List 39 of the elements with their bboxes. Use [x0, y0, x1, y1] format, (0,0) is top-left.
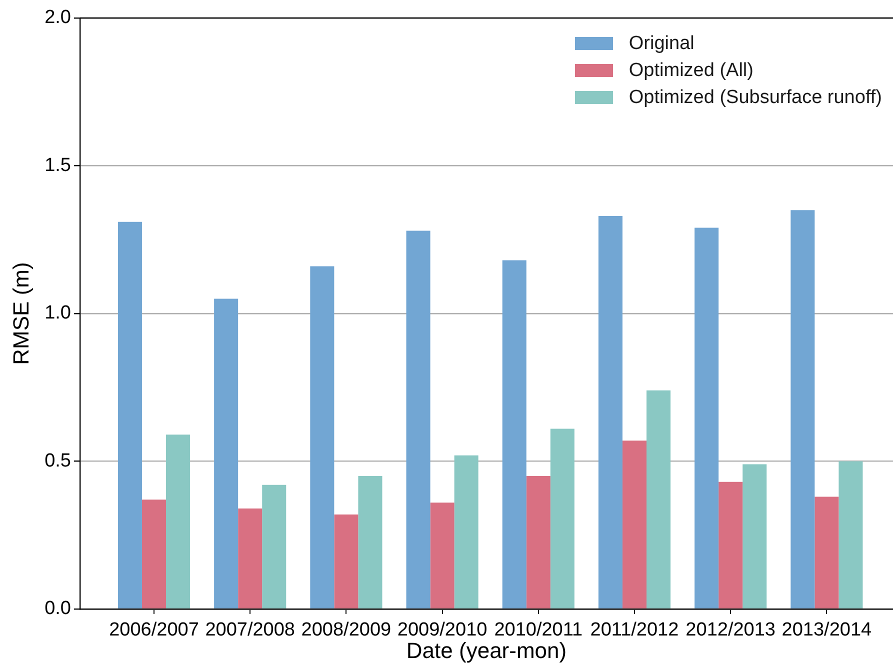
x-tick-label: 2011/2012 [590, 620, 679, 641]
bar [694, 228, 719, 608]
x-tick-label: 2006/2007 [109, 620, 199, 641]
x-tick-label: 2013/2014 [782, 620, 872, 641]
y-tick-label: 0.0 [44, 598, 71, 620]
y-tick-label: 0.5 [44, 450, 71, 472]
bar [454, 455, 478, 608]
legend-label: Optimized (Subsurface runoff) [628, 86, 882, 108]
x-tick-label: 2012/2013 [686, 620, 776, 641]
y-axis-title: RMSE (m) [8, 262, 34, 365]
bar [310, 266, 334, 608]
x-tick-label: 2008/2009 [301, 620, 392, 641]
bar [646, 390, 671, 608]
bar [430, 502, 454, 608]
bar [262, 484, 286, 608]
y-tick-label: 2.0 [44, 7, 71, 28]
bar [118, 222, 142, 608]
bar [166, 434, 190, 608]
bar [142, 500, 166, 608]
bar [406, 230, 430, 608]
bar [214, 298, 238, 608]
bar [502, 260, 526, 608]
bar [838, 461, 863, 608]
bar [550, 428, 574, 608]
bar [790, 210, 815, 608]
bar [742, 464, 767, 608]
bar [238, 508, 262, 608]
bar [526, 476, 550, 608]
y-tick-label: 1.5 [44, 154, 71, 176]
bar [358, 476, 382, 608]
bar [334, 514, 358, 608]
bar [718, 482, 743, 608]
bar [814, 496, 839, 608]
legend-label: Optimized (All) [628, 60, 754, 82]
x-tick-label: 2007/2008 [205, 620, 296, 641]
bar [622, 440, 647, 608]
legend-label: Original [628, 32, 694, 54]
y-tick-label: 1.0 [44, 302, 71, 324]
bar [598, 216, 622, 608]
